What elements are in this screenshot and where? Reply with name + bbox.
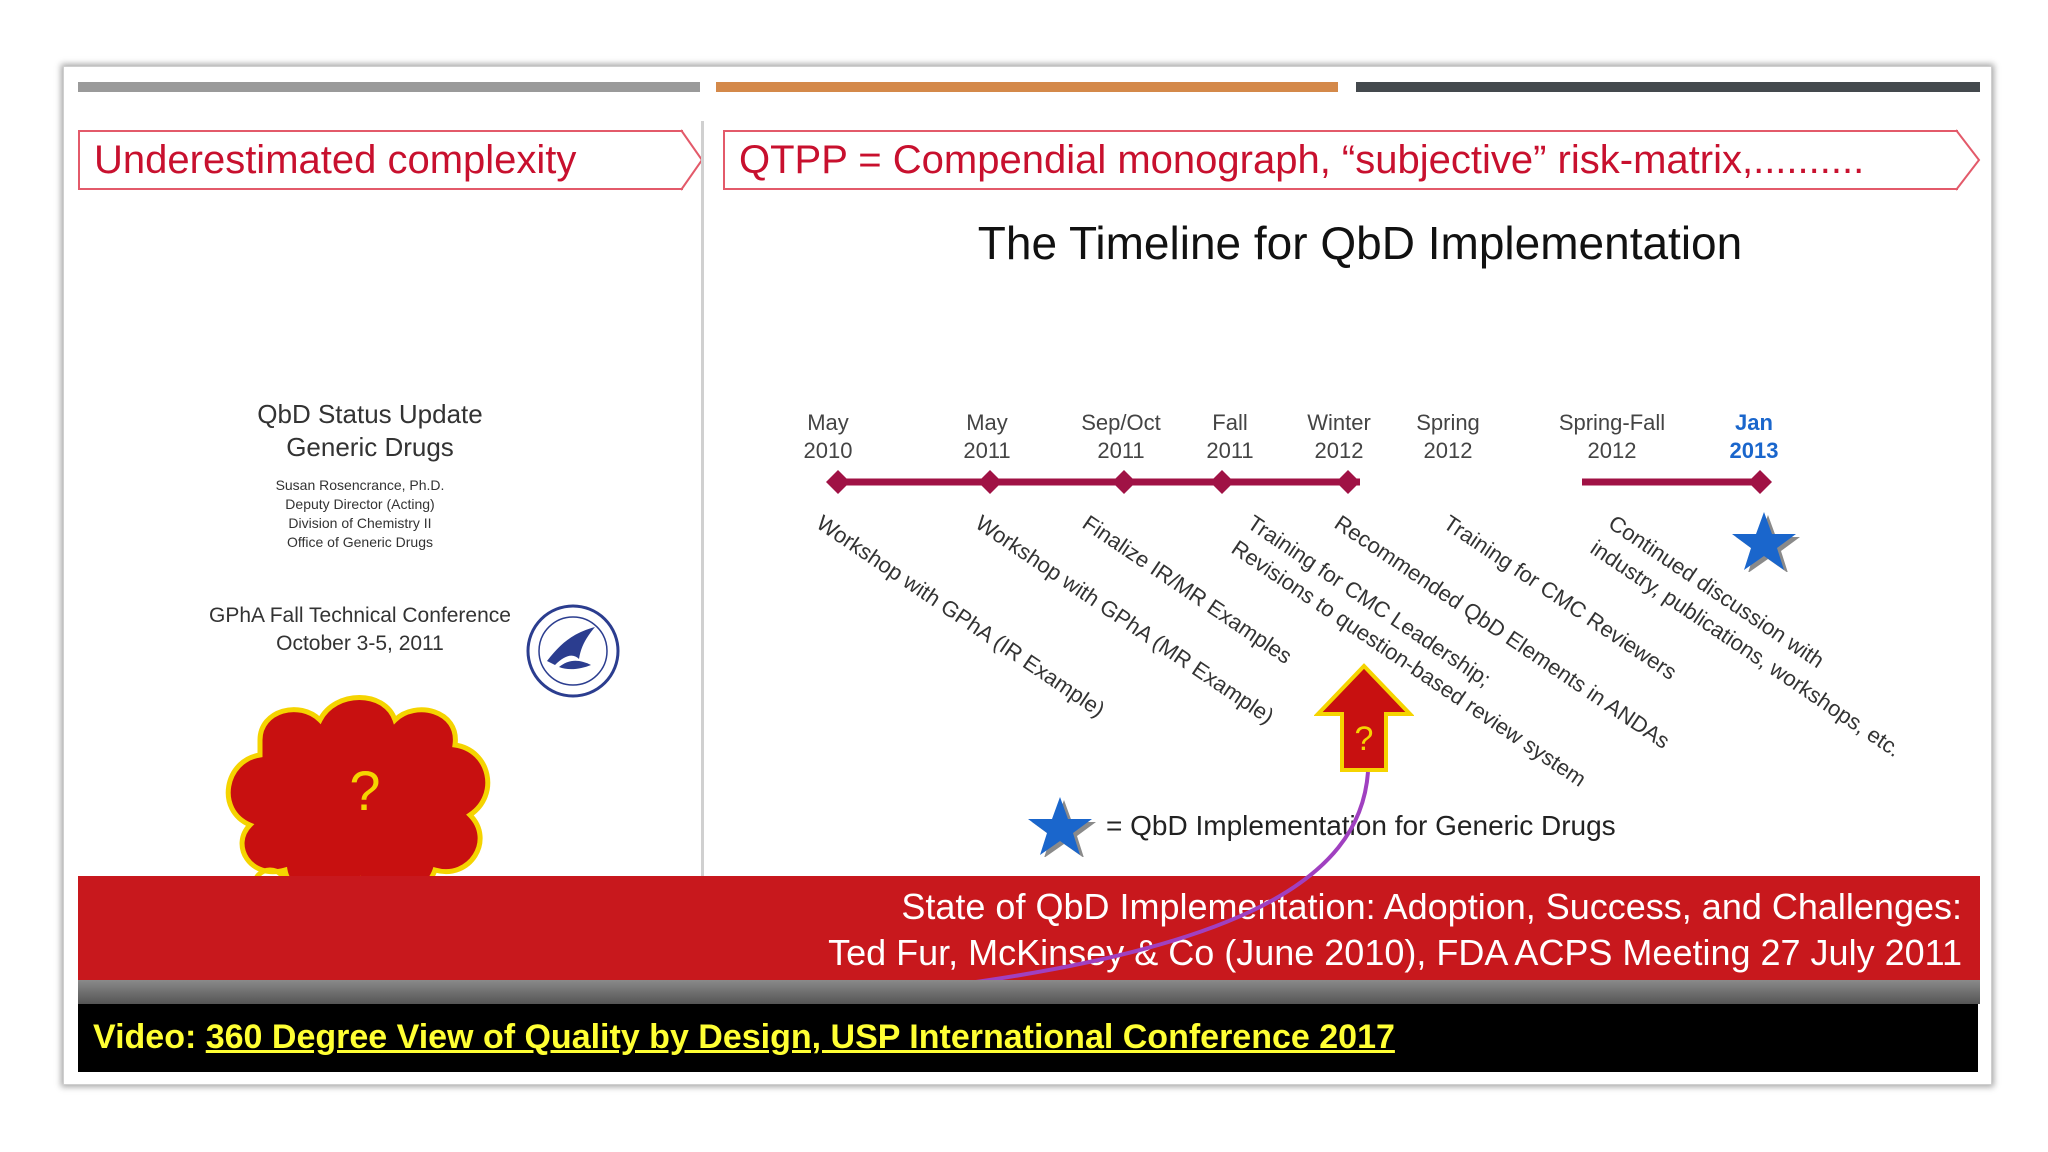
timeline-label-winter-2012: Winter 2012	[1307, 410, 1371, 463]
timeline-marker	[978, 470, 1002, 494]
source-banner: State of QbD Implementation: Adoption, S…	[78, 876, 1980, 980]
slide-divider	[701, 121, 704, 876]
legend-star-icon	[1028, 797, 1096, 857]
left-title-line2: Generic Drugs	[286, 432, 454, 462]
left-title: QbD Status Update Generic Drugs	[200, 398, 540, 464]
up-arrow-icon: ?	[1314, 663, 1414, 772]
video-caption-bar: Video: 360 Degree View of Quality by Des…	[78, 1004, 1978, 1072]
conference-line2: October 3-5, 2011	[276, 632, 444, 655]
timeline-label-spring-fall-2012: Spring-Fall 2012	[1558, 410, 1666, 463]
hhs-seal-icon	[526, 604, 620, 698]
timeline-marker	[826, 470, 850, 494]
timeline-label-jan-2013: Jan 2013	[1729, 410, 1779, 463]
timeline-title: The Timeline for QbD Implementation	[977, 217, 1743, 269]
cloud-question-mark: ?	[349, 759, 380, 822]
arrow-question-mark: ?	[1355, 720, 1374, 758]
left-author: Susan Rosencrance, Ph.D. Deputy Director…	[230, 476, 490, 552]
timeline-label-fall-2011: Fall 2011	[1206, 410, 1254, 463]
author-line: Office of Generic Drugs	[286, 534, 434, 550]
grey-separator	[78, 980, 1980, 1004]
timeline-label-sep-oct-2011: Sep/Oct 2011	[1081, 410, 1161, 463]
connector-curve	[839, 771, 1370, 1006]
author-line: Division of Chemistry II	[288, 515, 432, 531]
star-icon	[1732, 512, 1800, 572]
left-title-line1: QbD Status Update	[257, 399, 483, 429]
banner-line1: State of QbD Implementation: Adoption, S…	[901, 886, 1962, 927]
video-prefix: Video:	[93, 1018, 206, 1056]
timeline-label-may-2011: May 2011	[963, 410, 1011, 463]
banner-line2: Ted Fur, McKinsey & Co (June 2010), FDA …	[828, 932, 1962, 973]
right-header-text: QTPP = Compendial monograph, “subjective…	[739, 138, 1865, 182]
legend-text: = QbD Implementation for Generic Drugs	[1106, 810, 1616, 841]
left-conference: GPhA Fall Technical Conference October 3…	[190, 602, 530, 658]
right-header: QTPP = Compendial monograph, “subjective…	[723, 130, 1958, 190]
top-bar-orange	[716, 82, 1338, 92]
left-header-text: Underestimated complexity	[94, 138, 577, 182]
video-caption: Video: 360 Degree View of Quality by Des…	[93, 1018, 1395, 1057]
conference-line1: GPhA Fall Technical Conference	[209, 604, 511, 627]
top-bar-grey	[78, 82, 700, 92]
right-header-arrow	[1955, 129, 1981, 191]
author-line: Susan Rosencrance, Ph.D.	[275, 477, 445, 493]
timeline-marker	[1112, 470, 1136, 494]
left-header: Underestimated complexity	[78, 130, 683, 190]
author-line: Deputy Director (Acting)	[285, 496, 435, 512]
top-bar-dark	[1356, 82, 1980, 92]
timeline-marker	[1210, 470, 1234, 494]
video-link[interactable]: 360 Degree View of Quality by Design, US…	[205, 1018, 1395, 1056]
timeline-marker	[1748, 470, 1772, 494]
timeline-label-may-2010: May 2010	[803, 410, 853, 463]
timeline-label-spring-2012: Spring 2012	[1416, 410, 1480, 463]
timeline-marker	[1336, 470, 1360, 494]
timeline-axis	[826, 470, 1772, 494]
